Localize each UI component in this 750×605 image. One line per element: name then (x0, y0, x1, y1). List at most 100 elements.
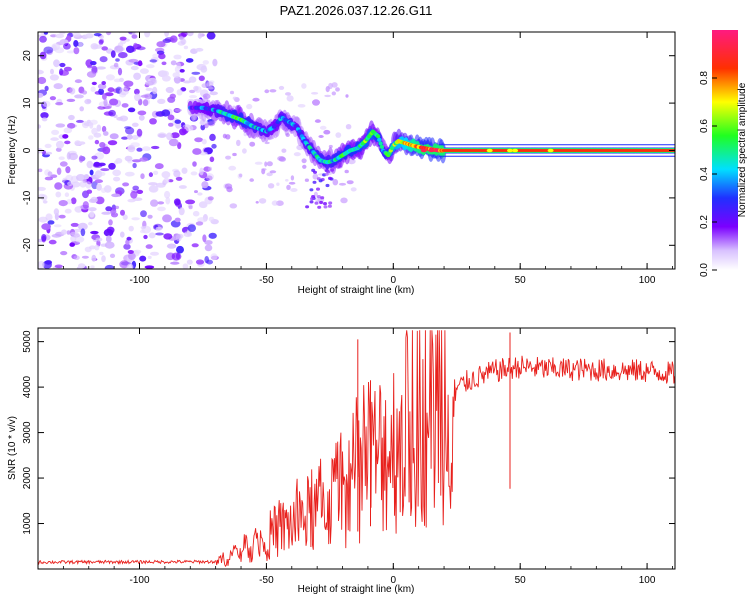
noise-cell (69, 87, 76, 95)
noise-cell (102, 93, 107, 100)
noise-cell (70, 197, 77, 205)
y-tick-label: 2000 (22, 467, 33, 490)
noise-cell (130, 191, 138, 199)
noise-cell (100, 187, 107, 193)
noise-cell (207, 121, 216, 127)
noise-cell (108, 162, 116, 170)
noise-cell (211, 143, 217, 149)
noise-cell (40, 112, 49, 119)
x-tick-label: 100 (639, 275, 656, 286)
noise-cell (77, 222, 88, 231)
noise-cell (229, 90, 235, 95)
noise-cell (327, 204, 332, 208)
noise-cell (86, 71, 97, 78)
y-tick-label: 4000 (22, 376, 33, 399)
noise-cell (131, 217, 140, 221)
noise-cell (153, 170, 159, 175)
noise-cell (158, 133, 166, 138)
noise-cell (99, 142, 106, 148)
noise-cell (136, 189, 144, 194)
noise-cell (92, 44, 103, 49)
noise-cell (78, 141, 86, 145)
snr-ticks: -100 -50 0 50 100 1000 2000 3000 4000 5000 (22, 328, 675, 586)
noise-cell (120, 209, 125, 216)
noise-cell (200, 124, 206, 131)
noise-cell (96, 124, 102, 132)
noise-cell (309, 200, 314, 204)
noise-cell (42, 100, 51, 108)
noise-cell (157, 206, 166, 212)
noise-cell (201, 138, 207, 145)
noise-cell (179, 128, 187, 136)
noise-cell (119, 260, 130, 269)
noise-cell (66, 230, 71, 235)
noise-cell (82, 201, 89, 209)
noise-cell (109, 133, 119, 140)
noise-cell (206, 32, 216, 40)
noise-cell (174, 108, 182, 112)
noise-cell (311, 92, 319, 95)
noise-cell (313, 170, 317, 174)
noise-cell (131, 159, 142, 163)
noise-cell (44, 176, 54, 181)
noise-cell (328, 201, 333, 205)
noise-cell (163, 233, 173, 240)
noise-cell (128, 58, 139, 63)
noise-cell (139, 68, 149, 74)
spectrogram-y-label: Frequency (Hz) (7, 116, 18, 185)
noise-cell (43, 32, 49, 35)
noise-cell (204, 244, 213, 252)
noise-cell (176, 245, 184, 254)
noise-cell (122, 182, 130, 187)
noise-cell (38, 216, 48, 223)
noise-cell (323, 205, 328, 209)
snr-panel: -100 -50 0 50 100 1000 2000 3000 4000 5000 Height… (7, 327, 676, 595)
noise-cell (40, 194, 48, 201)
noise-cell (228, 165, 237, 171)
noise-cell (314, 201, 319, 205)
noise-cell (140, 229, 146, 234)
noise-cell (96, 183, 102, 191)
noise-cell (132, 162, 137, 169)
noise-cell (209, 91, 218, 96)
noise-cell (155, 226, 163, 231)
noise-cell (173, 54, 182, 60)
noise-cell (328, 144, 333, 149)
noise-cell (104, 264, 115, 269)
noise-cell (201, 181, 209, 189)
noise-cell (100, 168, 110, 172)
noise-cell (113, 78, 122, 83)
noise-cell (145, 80, 154, 86)
noise-cell (135, 46, 146, 51)
spectrogram-x-label: Height of straight line (km) (298, 285, 415, 296)
noise-cell (125, 239, 130, 246)
noise-cell (103, 98, 108, 107)
noise-cell (328, 176, 332, 180)
noise-cell (64, 192, 70, 197)
noise-cell (64, 140, 71, 145)
noise-cell (114, 45, 124, 53)
noise-cell (195, 47, 204, 52)
noise-cell (89, 169, 94, 176)
noise-cell (174, 119, 182, 124)
noise-cell (312, 99, 320, 106)
noise-cell (286, 184, 291, 190)
noise-cell (185, 58, 194, 63)
noise-cell (201, 83, 209, 88)
noise-cell (86, 189, 93, 194)
noise-cell (173, 76, 181, 84)
noise-cell (345, 94, 349, 98)
noise-cell (206, 81, 214, 87)
noise-cell (101, 255, 106, 263)
noise-cell (264, 141, 270, 145)
noise-cell (38, 92, 44, 98)
noise-cell (124, 171, 135, 177)
noise-cell (146, 64, 155, 69)
noise-cell (124, 155, 133, 162)
noise-cell (136, 147, 143, 152)
noise-cell (143, 234, 148, 240)
ridge-peak (507, 148, 513, 153)
noise-cell (140, 226, 146, 230)
noise-cell (44, 260, 53, 265)
noise-cell (69, 242, 75, 247)
